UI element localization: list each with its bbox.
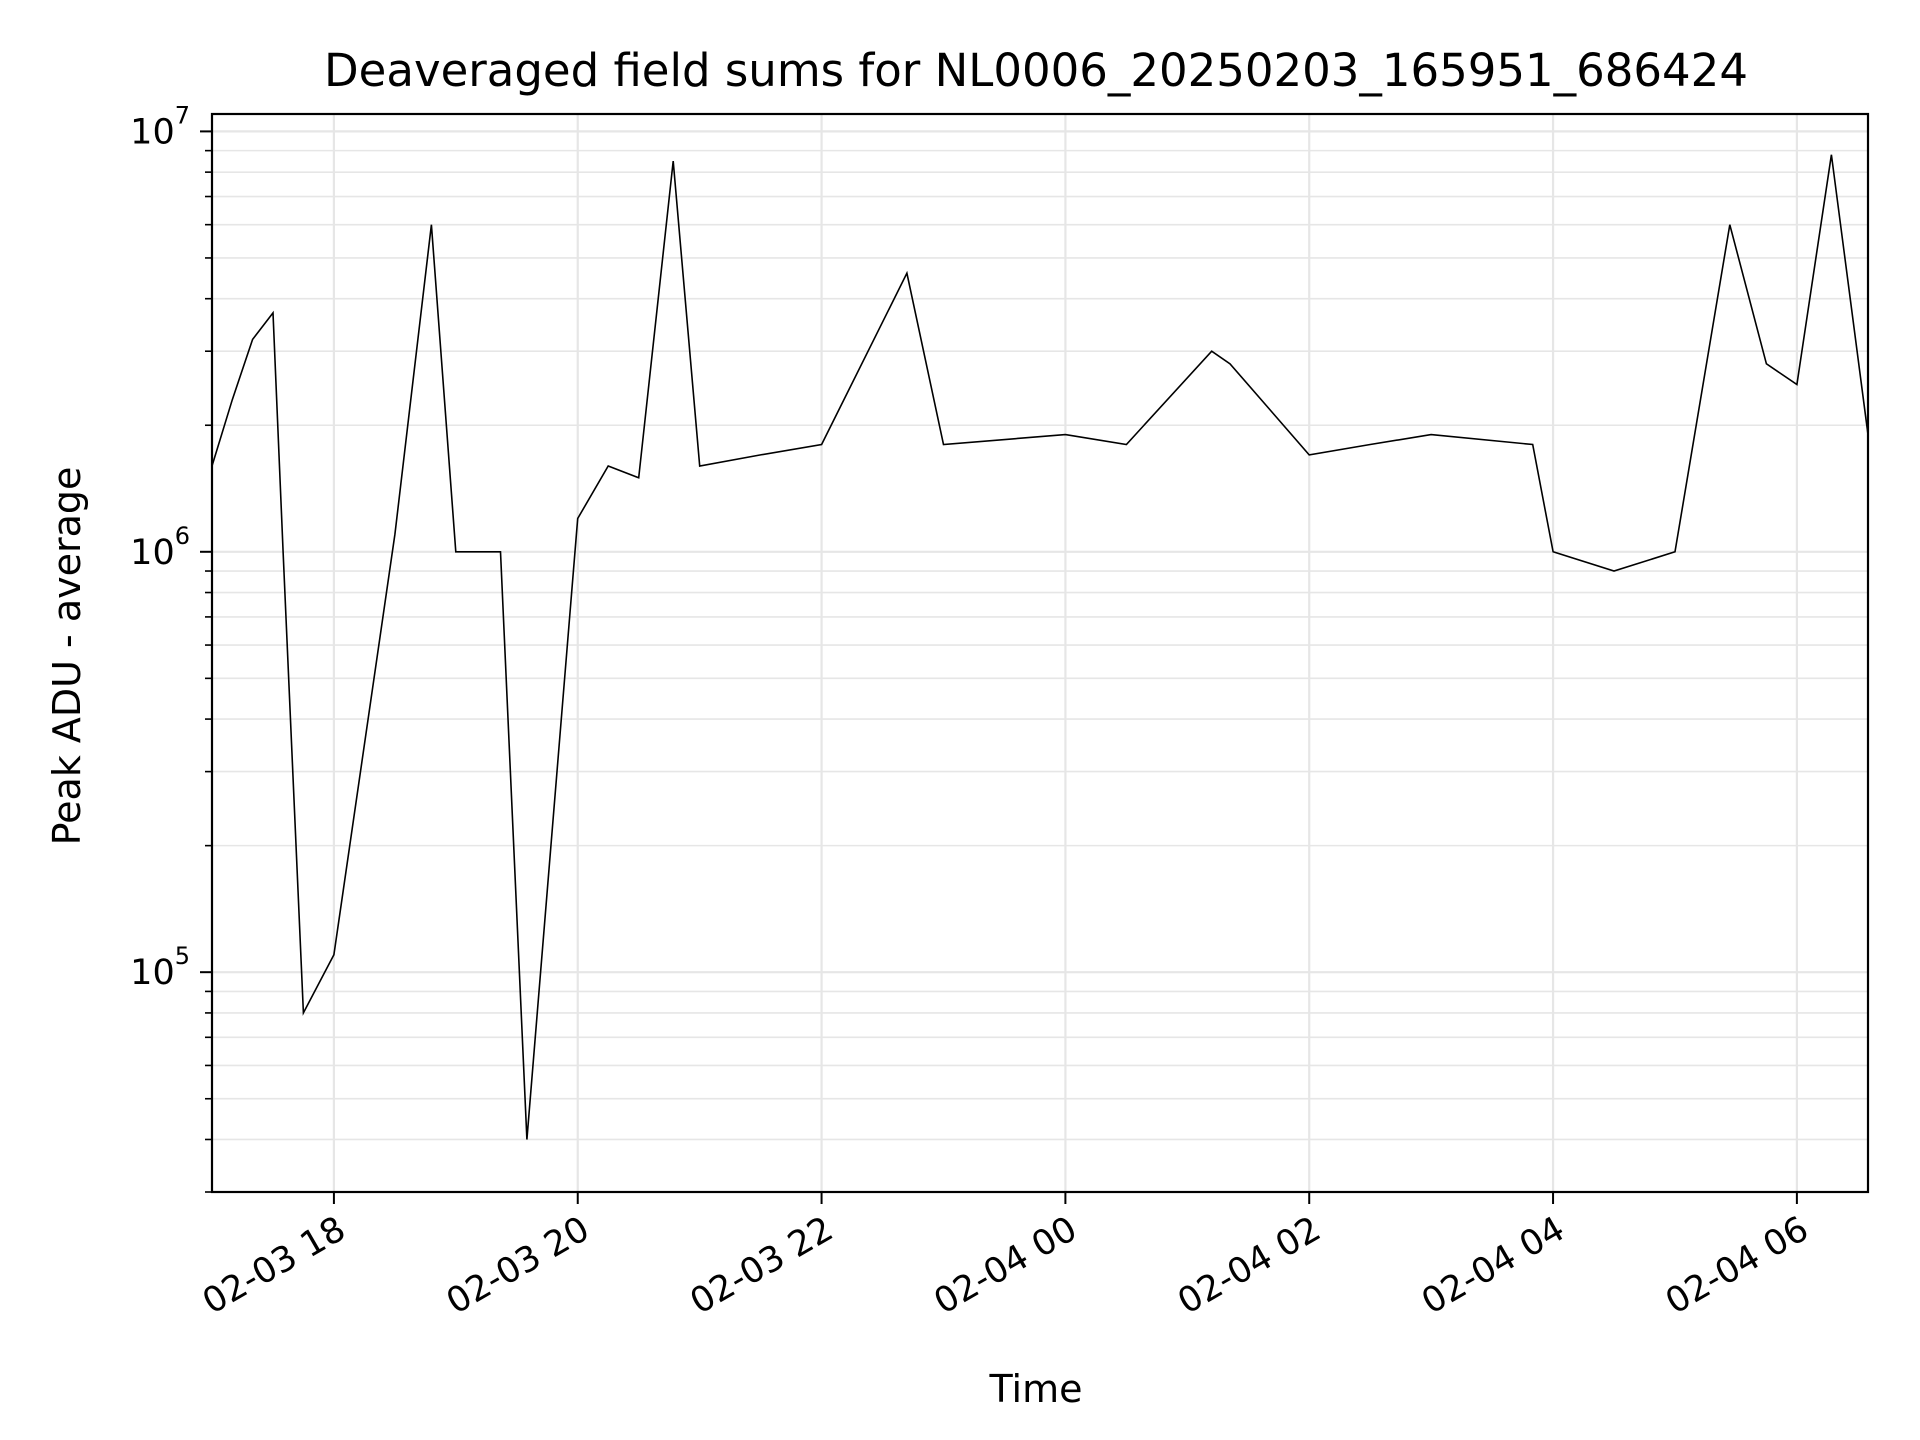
grid: [212, 114, 1868, 1193]
y-axis: 105 106 107: [130, 101, 212, 1193]
y-tick-label: 105: [130, 942, 190, 993]
data-series-line: [211, 154, 1869, 1140]
chart-title: Deaveraged field sums for NL0006_2025020…: [324, 44, 1748, 97]
plot-line-group: [211, 154, 1869, 1140]
plot-frame: [210, 112, 1870, 1194]
y-axis-label: Peak ADU - average: [45, 467, 89, 846]
y-tick-label: 106: [130, 522, 190, 573]
y-tick-label: 107: [130, 101, 190, 152]
x-axis-label: Time: [989, 1367, 1083, 1411]
